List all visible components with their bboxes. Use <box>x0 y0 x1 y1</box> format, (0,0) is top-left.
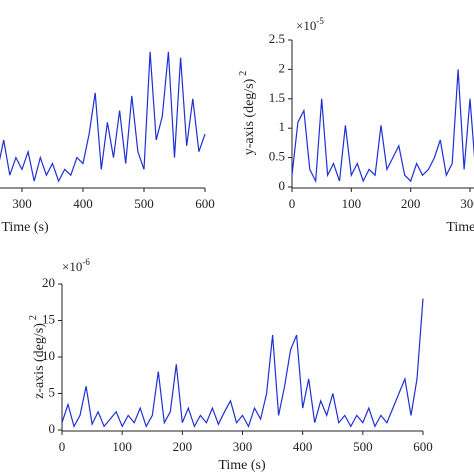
y-axis-label-sup: 2 <box>28 315 39 320</box>
data-line <box>0 51 206 183</box>
x-tick-label: 500 <box>134 196 154 211</box>
x-axis-label: Time (s) <box>1 220 49 235</box>
offset-base: ×10 <box>62 259 82 274</box>
y-tick-label: 0 <box>279 178 286 193</box>
x-tick-label: 0 <box>289 196 296 211</box>
y-tick-label: 2 <box>279 60 286 75</box>
x-tick-label: 100 <box>112 439 132 454</box>
x-axis-label: Time (s) <box>446 220 474 235</box>
y-axis-label: z-axis (deg/s) 2 <box>28 315 47 399</box>
y-tick-label: 5 <box>49 384 56 399</box>
x-tick-label: 500 <box>353 439 373 454</box>
offset-label: ×10-6 <box>62 257 90 274</box>
offset-label: ×10-5 <box>296 16 324 33</box>
x-axis-label: Time (s) <box>218 458 266 473</box>
x-tick-label: 400 <box>293 439 313 454</box>
x-tick-label: 200 <box>401 196 421 211</box>
y-axis-label-sup: 2 <box>238 71 249 76</box>
y-tick-label: 0.5 <box>269 149 285 164</box>
data-line <box>291 69 474 184</box>
offset-exponent: -5 <box>316 16 324 26</box>
y-tick-label: 20 <box>42 275 55 290</box>
x-tick-label: 300 <box>460 196 474 211</box>
x-tick-label: 100 <box>342 196 362 211</box>
y-tick-label: 0 <box>49 421 56 436</box>
x-tick-label: 300 <box>233 439 253 454</box>
x-tick-label: 400 <box>73 196 93 211</box>
x-tick-label: 300 <box>12 196 32 211</box>
offset-exponent: -6 <box>82 257 90 267</box>
x-tick-label: 600 <box>195 196 215 211</box>
data-line <box>61 298 424 428</box>
x-tick-label: 0 <box>59 439 66 454</box>
y-tick-label: 1 <box>279 119 286 134</box>
y-tick-label: 1.5 <box>269 90 285 105</box>
x-tick-label: 200 <box>173 439 193 454</box>
y-tick-label: 15 <box>42 311 55 326</box>
x-tick-label: 600 <box>413 439 433 454</box>
y-axis-label-text: z-axis (deg/s) <box>32 323 47 399</box>
offset-base: ×10 <box>296 18 316 33</box>
y-axis-label-text: y-axis (deg/s) <box>242 78 257 155</box>
y-axis-label: y-axis (deg/s) 2 <box>238 71 257 156</box>
y-tick-label: 2.5 <box>269 31 285 46</box>
y-tick-label: 10 <box>42 348 55 363</box>
